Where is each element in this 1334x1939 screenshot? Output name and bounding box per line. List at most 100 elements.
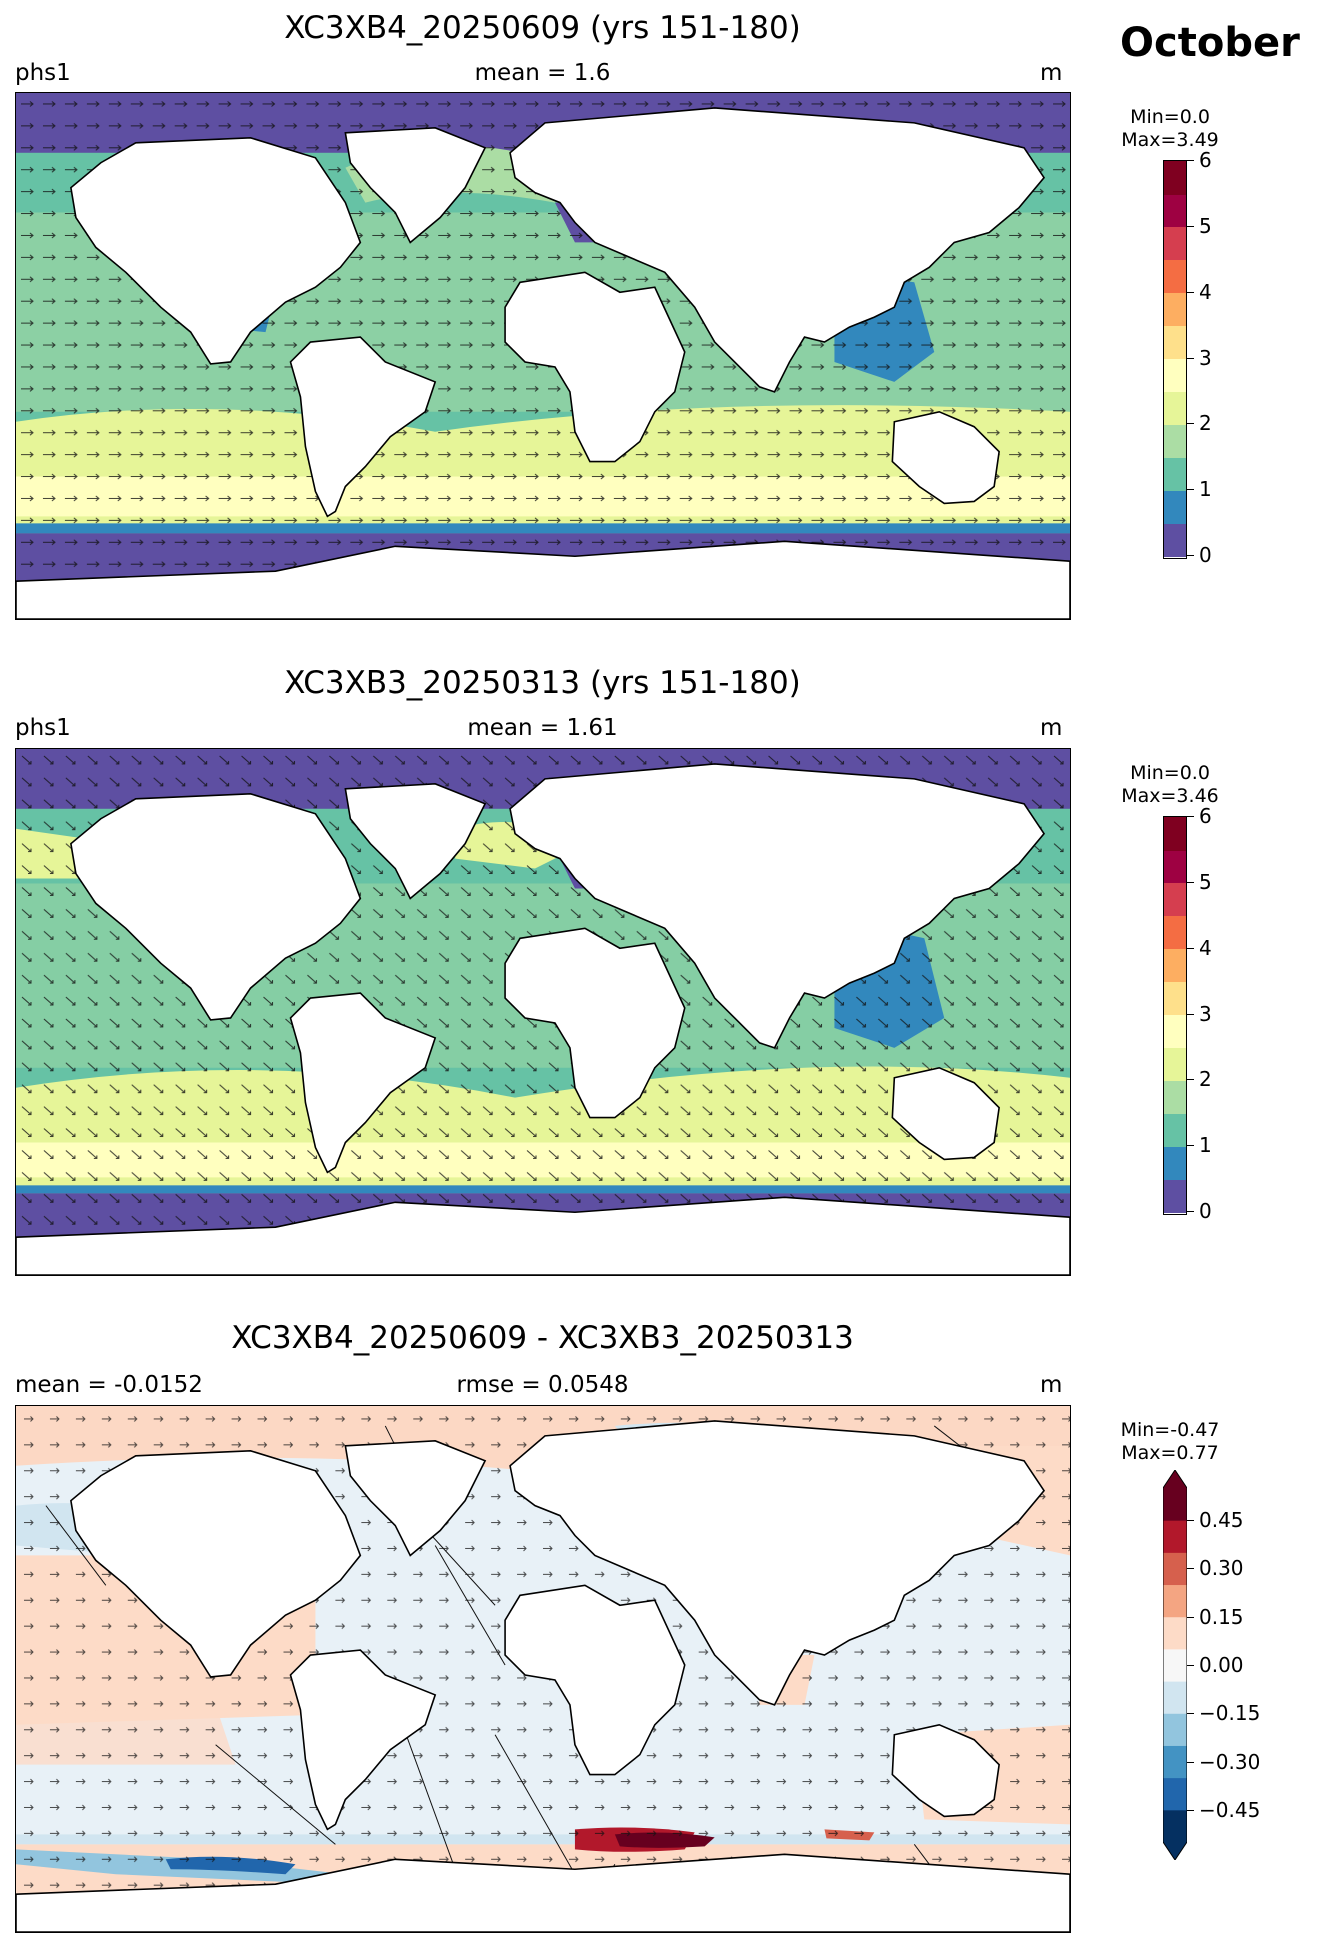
- colorbar-segment: [1164, 292, 1186, 327]
- panel3-range-text: Min=-0.47 Max=0.77: [1120, 1419, 1220, 1464]
- colorbar-tick-label: 0: [1199, 543, 1212, 567]
- colorbar-tick-label: 2: [1199, 1067, 1212, 1092]
- panel2-range-text: Min=0.0 Max=3.46: [1121, 762, 1219, 807]
- panel1-title: XC3XB4_20250609 (yrs 151-180): [284, 10, 801, 46]
- colorbar-tick-mark: [1187, 881, 1194, 883]
- colorbar-segment: [1164, 424, 1186, 458]
- colorbar-tick-mark: [1187, 947, 1194, 949]
- colorbar-tick-mark: [1187, 1520, 1194, 1522]
- colorbar-segment: [1163, 1616, 1187, 1650]
- colorbar-segment: [1164, 523, 1186, 557]
- colorbar-tick-label: 3: [1199, 1001, 1212, 1026]
- colorbar-segment: [1163, 1520, 1187, 1553]
- colorbar-segment: [1163, 1809, 1187, 1843]
- colorbar-tick-mark: [1187, 225, 1194, 227]
- colorbar-segment: [1164, 490, 1186, 524]
- colorbar-tick-label: 2: [1199, 411, 1212, 436]
- month-label: October: [1120, 20, 1300, 66]
- colorbar-segment: [1164, 849, 1186, 884]
- panel2-map: [15, 748, 1071, 1276]
- colorbar-tick-label: 0.00: [1199, 1653, 1244, 1677]
- panel1-map-svg: [16, 93, 1070, 619]
- colorbar-segment: [1164, 948, 1186, 983]
- colorbar-tick-mark: [1187, 1616, 1194, 1618]
- colorbar-segment: [1164, 981, 1186, 1016]
- colorbar-segment: [1164, 391, 1186, 425]
- panel2-title: XC3XB3_20250313 (yrs 151-180): [284, 665, 801, 701]
- colorbar-segment: [1163, 1648, 1187, 1682]
- colorbar-tick-mark: [1187, 1761, 1194, 1763]
- panel1-range-text: Min=0.0 Max=3.49: [1121, 106, 1219, 151]
- colorbar-tick-label: 6: [1199, 804, 1212, 828]
- colorbar-tick-mark: [1187, 1211, 1194, 1212]
- colorbar-segment: [1164, 915, 1186, 950]
- panel3-rmse-label: rmse = 0.0548: [456, 1372, 629, 1398]
- colorbar-segment: [1163, 1488, 1187, 1521]
- colorbar-segment: [1164, 226, 1186, 261]
- colorbar-tick-mark: [1187, 423, 1194, 425]
- colorbar-segment: [1164, 259, 1186, 294]
- panel1-mean-label: mean = 1.6: [474, 60, 611, 86]
- colorbar-segment: [1163, 1713, 1187, 1746]
- colorbar-segment: [1163, 1552, 1187, 1586]
- colorbar-segment: [1164, 457, 1186, 491]
- colorbar-tick-label: 0: [1199, 1199, 1212, 1223]
- colorbar-tick-label: 1: [1199, 1133, 1212, 1158]
- colorbar-tick-mark: [1187, 816, 1194, 817]
- panel1-colorbar: [1163, 160, 1187, 559]
- colorbar-tick-label: 5: [1199, 869, 1212, 894]
- panel2-variable-label: phs1: [15, 715, 71, 741]
- colorbar-segment: [1163, 1681, 1187, 1714]
- colorbar-tick-label: 6: [1199, 148, 1212, 172]
- colorbar-tick-mark: [1187, 1713, 1194, 1715]
- colorbar-segment: [1164, 1080, 1186, 1114]
- colorbar-segment: [1163, 1584, 1187, 1618]
- colorbar-segment: [1164, 161, 1186, 195]
- colorbar-segment: [1164, 882, 1186, 917]
- colorbar-segment: [1164, 358, 1186, 393]
- panel2-colorbar-ticks: 0 1 2 3 4 5 6: [1187, 804, 1247, 1223]
- colorbar-segment: [1163, 1777, 1187, 1811]
- colorbar-segment: [1163, 1745, 1187, 1779]
- colorbar-extend-min: [1163, 1842, 1187, 1860]
- colorbar-tick-label: 4: [1199, 279, 1212, 304]
- colorbar-segment: [1164, 1179, 1186, 1213]
- colorbar-segment: [1164, 325, 1186, 360]
- colorbar-tick-mark: [1187, 1145, 1194, 1147]
- colorbar-tick-mark: [1187, 1079, 1194, 1081]
- colorbar-tick-label: −0.30: [1199, 1749, 1261, 1774]
- panel2-units-label: m: [1040, 715, 1063, 741]
- panel3-map-svg: [16, 1406, 1070, 1932]
- panel3-title: XC3XB4_20250609 - XC3XB3_20250313: [231, 1320, 854, 1356]
- colorbar-segment: [1164, 1047, 1186, 1081]
- colorbar-tick-mark: [1187, 291, 1194, 293]
- colorbar-tick-label: 4: [1199, 935, 1212, 960]
- panel3-mean-label: mean = -0.0152: [15, 1372, 203, 1398]
- colorbar-segment: [1164, 193, 1186, 228]
- panel3-colorbar-ticks: 0.45 0.30 0.15 0.00 −0.15 −0.30 −0.45: [1187, 1470, 1261, 1860]
- colorbar-extend-max: [1163, 1470, 1187, 1488]
- colorbar-tick-mark: [1187, 357, 1194, 359]
- colorbar-segment: [1164, 1113, 1186, 1147]
- panel1-colorbar-ticks: 0 1 2 3 4 5 6: [1187, 148, 1247, 567]
- panel2-mean-label: mean = 1.61: [467, 715, 618, 741]
- panel2-colorbar: [1163, 816, 1187, 1215]
- panel3-map: [15, 1405, 1071, 1933]
- colorbar-tick-mark: [1187, 1665, 1194, 1666]
- colorbar-tick-label: 0.45: [1199, 1508, 1244, 1533]
- colorbar-tick-label: −0.45: [1199, 1797, 1261, 1822]
- diverging-colorbar-svg: [1162, 1469, 1188, 1861]
- colorbar-tick-label: −0.15: [1199, 1701, 1261, 1726]
- panel3-colorbar: [1162, 1469, 1188, 1861]
- colorbar-tick-mark: [1187, 1809, 1194, 1811]
- colorbar-tick-label: 0.15: [1199, 1604, 1244, 1629]
- colorbar-tick-label: 5: [1199, 213, 1212, 238]
- colorbar-segment: [1164, 817, 1186, 851]
- panel1-units-label: m: [1040, 60, 1063, 86]
- colorbar-tick-mark: [1187, 1568, 1194, 1570]
- colorbar-tick-mark: [1187, 160, 1194, 161]
- colorbar-tick-label: 1: [1199, 477, 1212, 502]
- panel1-map: [15, 92, 1071, 620]
- colorbar-segment: [1164, 1146, 1186, 1180]
- panel1-variable-label: phs1: [15, 60, 71, 86]
